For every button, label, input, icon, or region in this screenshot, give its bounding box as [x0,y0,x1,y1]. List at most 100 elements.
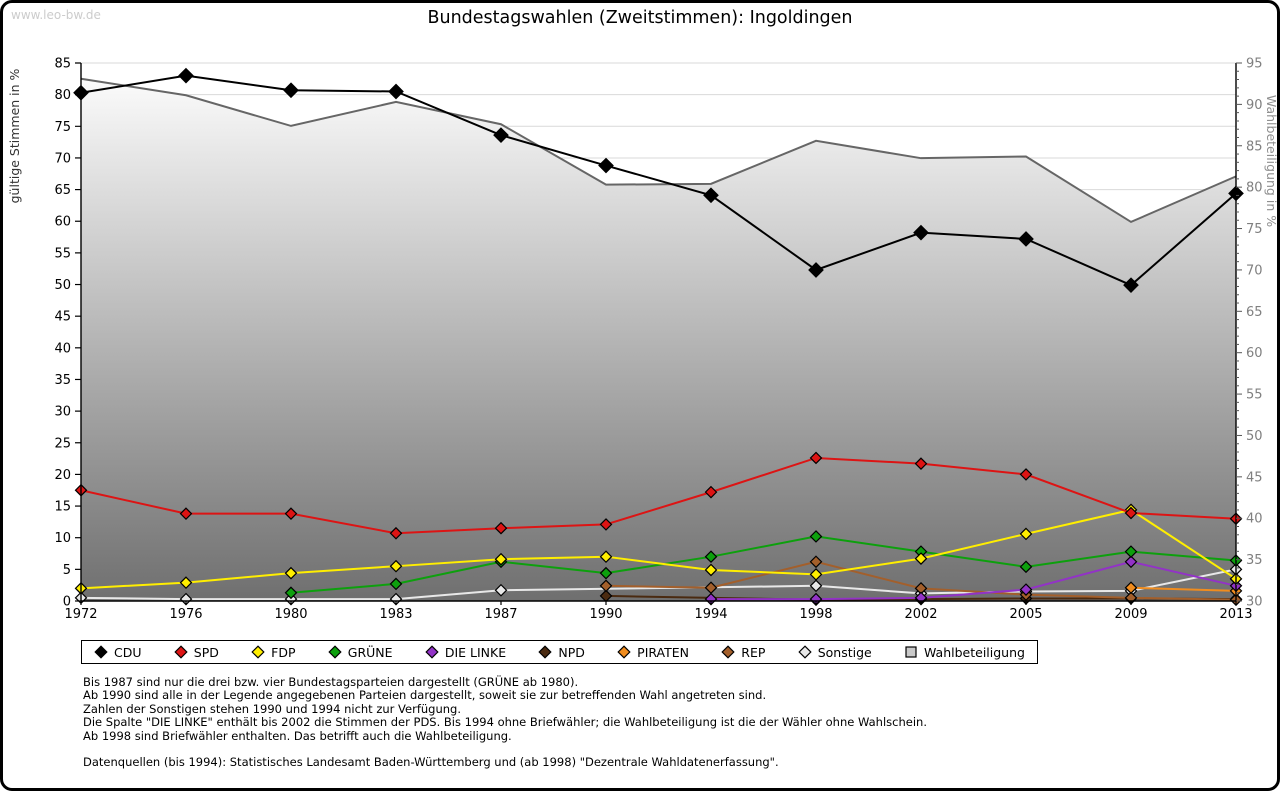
right-axis-tick-label: 40 [1246,512,1263,527]
left-axis-tick-label: 30 [54,405,71,420]
data-point-marker [913,224,929,241]
x-axis-tick-label: 1972 [64,607,97,622]
left-axis-tick-label: 80 [54,88,71,103]
chart-canvas: 0 5 10 15 20 25 30 35 40 45 50 55 60 65 70 75 80 85 30 35 40… [7,57,1279,623]
data-point-marker [809,530,823,543]
legend-label: SPD [193,644,219,660]
chart-footnotes: Bis 1987 sind nur die drei bzw. vier Bun… [83,675,927,743]
right-axis-title: Wahlbeteiligung in % [1264,95,1279,227]
right-axis-tick-label: 80 [1246,181,1263,196]
series-line-die-linke [711,560,1237,601]
data-point-marker [809,568,823,581]
data-point-marker [1124,506,1138,520]
data-point-marker [704,550,718,564]
data-point-marker [1019,527,1033,541]
x-axis-tick-label: 2013 [1219,607,1252,622]
legend-diamond-icon [798,645,812,659]
legend-diamond-icon [425,645,439,659]
legend-item-wahlbeteiligung: Wahlbeteiligung [904,645,1025,660]
x-axis-tick-label: 1980 [274,607,307,622]
data-point-marker [494,583,508,597]
data-point-marker [599,579,613,593]
legend-diamond-icon [721,645,735,659]
data-point-marker [704,485,718,499]
legend-item-grüne: GRÜNE [328,645,393,660]
chart-legend: CDU SPD FDP GRÜNE DIE LINKE NPD PIRATEN REP Sons… [81,640,1038,664]
chart-title: Bundestagswahlen (Zweitstimmen): Ingoldi… [427,8,853,28]
right-axis-tick-label: 90 [1246,98,1263,113]
right-axis-tick-label: 60 [1246,346,1263,361]
data-point-marker [389,526,403,540]
left-axis-tick-label: 85 [54,57,71,72]
data-point-marker [179,576,193,589]
footnote-line: Ab 1998 sind Briefwähler enthalten. Das … [83,728,512,743]
legend-item-sonstige: Sonstige [798,645,872,660]
data-point-marker [388,83,404,100]
legend-label: DIE LINKE [444,644,507,660]
legend-diamond-icon [94,645,108,659]
left-axis-tick-label: 35 [54,373,71,388]
left-axis-tick-label: 45 [54,310,71,325]
left-axis-tick-label: 60 [54,215,71,230]
x-axis-tick-label: 1994 [694,607,727,622]
left-axis-tick-label: 75 [54,120,71,135]
data-point-marker [599,518,613,531]
series-line-spd [80,456,1237,535]
right-axis-tick-label: 30 [1246,595,1263,610]
data-point-marker [1124,555,1138,569]
footnote-line: Bis 1987 sind nur die drei bzw. vier Bun… [83,675,579,689]
data-source-note: Datenquellen (bis 1994): Statistisches L… [83,755,779,769]
x-axis-tick-label: 2002 [904,607,937,622]
right-axis-tick-label: 75 [1246,222,1263,237]
left-axis-tick-label: 20 [54,468,71,483]
left-axis-tick-label: 55 [54,246,71,261]
footnote-line: Ab 1990 sind alle in der Legende angegeb… [83,688,767,703]
data-point-marker [1124,545,1138,558]
left-axis-tick-label: 65 [54,183,71,198]
right-axis-tick-label: 55 [1246,388,1263,403]
data-point-marker [599,550,613,564]
x-axis-tick-label: 1990 [589,607,622,622]
data-point-marker [178,67,194,84]
left-axis-tick-label: 0 [63,595,71,610]
data-point-marker [1123,277,1139,294]
series-line-grüne [290,535,1237,594]
legend-diamond-icon [328,645,342,659]
data-point-marker [809,579,823,593]
legend-label: PIRATEN [637,644,690,660]
data-point-marker [284,586,298,600]
legend-label: NPD [558,644,585,660]
watermark: www.leo-bw.de [11,8,101,22]
data-point-marker [389,577,403,591]
data-point-marker [809,451,823,465]
legend-label: CDU [114,644,142,660]
legend-label: GRÜNE [347,644,393,660]
left-axis-title: gültige Stimmen in % [7,68,22,203]
right-axis-tick-label: 35 [1246,553,1263,568]
legend-item-spd: SPD [174,645,219,660]
legend-label: FDP [271,644,296,660]
legend-diamond-icon [617,645,631,659]
data-point-marker [1124,581,1138,595]
data-point-marker [914,552,928,565]
data-point-marker [1018,231,1034,247]
left-axis-tick-label: 15 [54,500,71,515]
series-line-wahlbeteiligung [80,77,1237,224]
data-point-marker [494,552,508,566]
data-point-marker [704,563,718,577]
legend-item-rep: REP [721,645,765,660]
right-axis-tick-label: 45 [1246,470,1263,485]
data-point-marker [703,187,719,204]
series-line-piraten [1130,586,1237,592]
left-axis-tick-label: 5 [63,563,71,578]
legend-diamond-icon [251,645,265,659]
data-point-marker [493,127,509,144]
data-point-marker [494,521,508,535]
data-point-marker [598,157,614,174]
legend-item-npd: NPD [538,645,585,660]
data-point-marker [284,507,298,521]
data-point-marker [283,82,299,99]
legend-item-fdp: FDP [251,644,296,660]
left-axis-tick-label: 70 [54,151,71,166]
